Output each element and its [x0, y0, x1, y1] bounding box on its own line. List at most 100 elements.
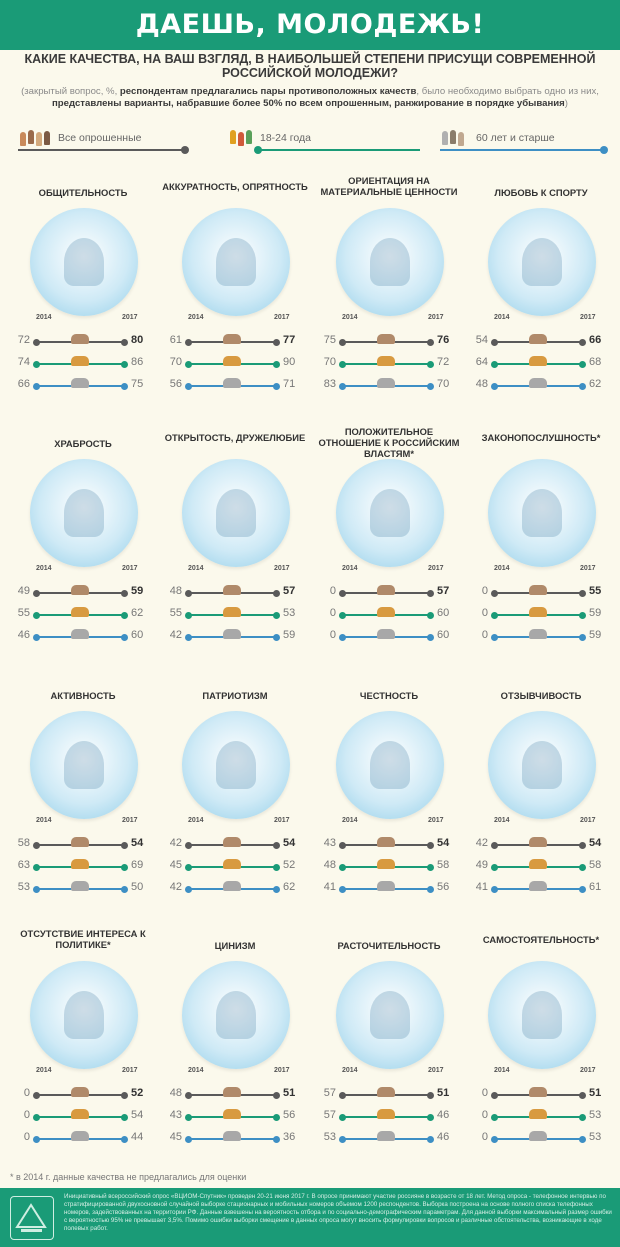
card-title: РАСТОЧИТЕЛЬНОСТЬ — [337, 940, 441, 951]
point-2017 — [579, 841, 586, 849]
group-icon — [223, 334, 241, 344]
card-illustration — [488, 459, 596, 567]
group-icon — [71, 881, 89, 891]
value-2017: 54 — [589, 837, 602, 849]
point-2017 — [121, 589, 128, 597]
card-illustration — [30, 459, 138, 567]
footnote: * в 2014 г. данные качества не предлагал… — [10, 1172, 247, 1182]
legend-line-old — [440, 149, 602, 151]
note-part-4: представлены варианты, набравшие более 5… — [52, 98, 565, 109]
people-group-icon — [28, 130, 34, 144]
value-2014: 64 — [475, 356, 488, 368]
value-2014: 48 — [169, 585, 182, 597]
value-2017: 46 — [437, 1109, 450, 1121]
legend-item-all: Все опрошенные — [18, 128, 198, 158]
point-2017 — [273, 611, 280, 619]
value-2017: 72 — [437, 356, 450, 368]
point-2017 — [121, 633, 128, 641]
group-icon — [71, 1087, 89, 1097]
point-2017 — [121, 885, 128, 893]
card-title: ЛЮБОВЬ К СПОРТУ — [494, 187, 588, 198]
money-icon — [370, 238, 410, 286]
point-2014 — [491, 611, 498, 619]
value-2017: 51 — [283, 1087, 296, 1099]
point-2014 — [33, 1091, 40, 1099]
elderly-people-icon — [442, 131, 448, 145]
point-2017 — [427, 1135, 434, 1143]
group-icon — [377, 1131, 395, 1141]
point-2014 — [339, 633, 346, 641]
group-icon — [223, 837, 241, 847]
point-2014 — [33, 382, 40, 390]
point-2014 — [185, 841, 192, 849]
value-2017: 44 — [131, 1131, 144, 1143]
year-label-2014: 2014 — [36, 314, 52, 321]
year-label-2014: 2014 — [36, 1067, 52, 1074]
point-2017 — [427, 1113, 434, 1121]
point-2014 — [33, 841, 40, 849]
value-2014: 0 — [481, 1087, 488, 1099]
elderly-people-icon — [458, 132, 464, 146]
year-label-2014: 2014 — [494, 1067, 510, 1074]
value-2014: 41 — [323, 881, 336, 893]
point-2014 — [491, 885, 498, 893]
point-2017 — [121, 611, 128, 619]
value-2017: 62 — [589, 378, 602, 390]
value-2014: 42 — [475, 837, 488, 849]
group-icon — [529, 881, 547, 891]
value-2014: 48 — [323, 859, 336, 871]
young-people-icon — [230, 130, 236, 144]
card-illustration — [336, 208, 444, 316]
point-2017 — [273, 1091, 280, 1099]
card-title: АККУРАТНОСТЬ, ОПРЯТНОСТЬ — [162, 181, 308, 192]
year-label-2017: 2017 — [274, 314, 290, 321]
note-part-3: , было необходимо выбрать одно из них, — [416, 86, 599, 97]
point-2014 — [491, 1135, 498, 1143]
value-2014: 66 — [17, 378, 30, 390]
group-icon — [377, 837, 395, 847]
group-icon — [223, 629, 241, 639]
point-2017 — [579, 382, 586, 390]
multitasking-icon — [522, 991, 562, 1039]
group-icon — [71, 837, 89, 847]
year-label-2017: 2017 — [580, 314, 596, 321]
value-2017: 53 — [283, 607, 296, 619]
group-icon — [71, 1109, 89, 1119]
point-2014 — [339, 1113, 346, 1121]
point-2017 — [121, 863, 128, 871]
year-label-2014: 2014 — [188, 817, 204, 824]
card-illustration — [488, 961, 596, 1069]
point-2014 — [185, 863, 192, 871]
group-icon — [377, 356, 395, 366]
value-2017: 56 — [283, 1109, 296, 1121]
card-title: ПОЛОЖИТЕЛЬНОЕ ОТНОШЕНИЕ К РОССИЙСКИМ ВЛА… — [318, 426, 460, 459]
card-illustration — [336, 711, 444, 819]
card-title: ОБЩИТЕЛЬНОСТЬ — [38, 187, 128, 198]
value-2017: 66 — [589, 334, 602, 346]
card-illustration — [182, 208, 290, 316]
point-2014 — [339, 1091, 346, 1099]
point-2017 — [427, 611, 434, 619]
point-2014 — [185, 360, 192, 368]
smiling-face-icon — [216, 489, 256, 537]
point-2017 — [579, 589, 586, 597]
year-label-2014: 2014 — [188, 1067, 204, 1074]
point-2014 — [185, 885, 192, 893]
value-2014: 0 — [481, 607, 488, 619]
group-icon — [71, 356, 89, 366]
point-2014 — [339, 360, 346, 368]
card-title: САМОСТОЯТЕЛЬНОСТЬ* — [482, 934, 600, 945]
point-2014 — [33, 885, 40, 893]
value-2017: 80 — [131, 334, 144, 346]
group-icon — [223, 607, 241, 617]
group-icon — [529, 585, 547, 595]
value-2014: 46 — [17, 629, 30, 641]
young-people-icon — [238, 132, 244, 146]
year-label-2014: 2014 — [36, 817, 52, 824]
group-icon — [529, 1109, 547, 1119]
value-2014: 48 — [475, 378, 488, 390]
year-label-2014: 2014 — [494, 565, 510, 572]
group-icon — [71, 334, 89, 344]
value-2017: 86 — [131, 356, 144, 368]
group-icon — [71, 859, 89, 869]
